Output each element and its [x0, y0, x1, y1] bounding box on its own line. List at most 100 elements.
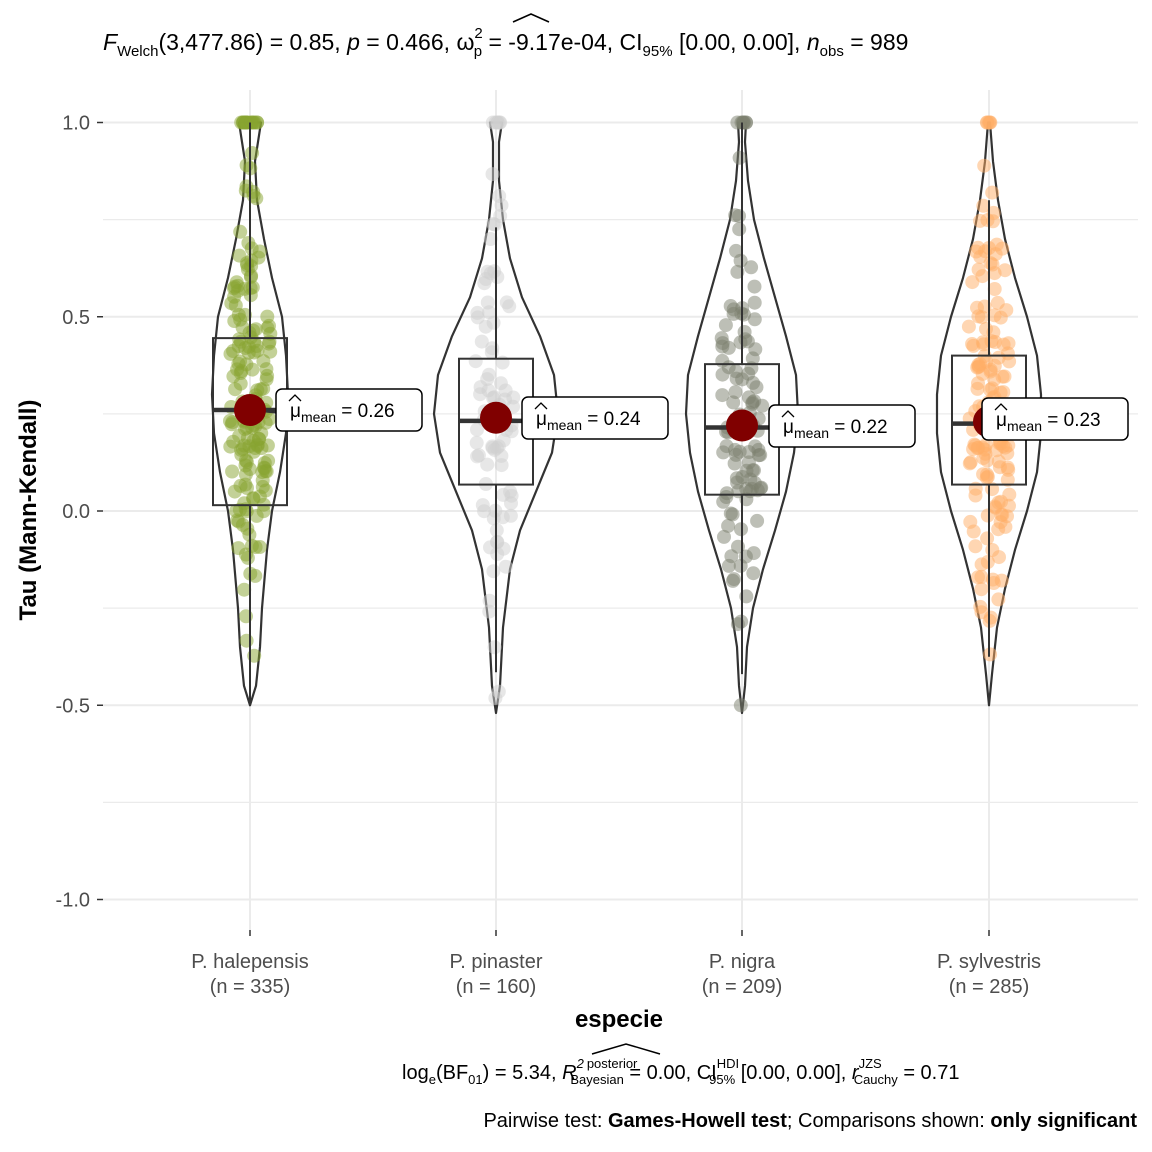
data-point: [475, 498, 490, 513]
mean-label-text: μmean = 0.26: [290, 401, 395, 425]
data-point: [227, 289, 242, 304]
data-point: [998, 263, 1012, 278]
data-point: [733, 253, 748, 268]
caption-bayes: loge(BF01) = 5.34, R2 posterior Bayesian =…: [402, 1043, 959, 1087]
data-point: [998, 440, 1013, 455]
x-tick-count: (n = 285): [949, 976, 1030, 998]
data-point: [245, 146, 260, 160]
data-point: [732, 150, 747, 165]
mean-label-text: μmean = 0.22: [783, 417, 888, 441]
data-point: [498, 559, 513, 574]
data-point: [974, 582, 989, 597]
data-point: [232, 248, 247, 263]
data-point: [983, 647, 998, 662]
hat-icon: [781, 410, 795, 418]
data-point: [477, 276, 492, 291]
data-point: [751, 448, 766, 463]
data-point: [999, 303, 1014, 318]
data-point: [733, 558, 748, 573]
data-point: [485, 440, 500, 455]
data-point: [971, 570, 985, 585]
hat-icon: [994, 403, 1008, 411]
data-point: [979, 322, 993, 336]
data-point: [235, 517, 250, 532]
data-point: [729, 447, 743, 462]
data-point: [968, 539, 983, 554]
data-point: [240, 481, 254, 495]
data-point: [490, 547, 505, 561]
data-point: [490, 535, 505, 549]
mean-label-box: [768, 404, 916, 448]
data-point: [248, 322, 263, 337]
data-point: [503, 508, 518, 523]
mean-label: μmean = 0.24: [521, 396, 669, 440]
data-point: [747, 279, 762, 294]
data-point: [252, 540, 267, 554]
data-point: [480, 295, 495, 310]
data-point: [728, 385, 743, 400]
data-point: [730, 115, 745, 130]
data-point: [750, 513, 765, 528]
x-axis: P. halepensis (n = 335) P. pinaster (n = 16…: [191, 930, 1041, 998]
data-point: [987, 282, 1002, 296]
data-point: [732, 222, 747, 237]
data-point: [482, 604, 497, 619]
data-point: [1002, 498, 1016, 513]
data-point: [486, 217, 501, 231]
x-tick-label: P. nigra: [709, 951, 776, 973]
data-point: [715, 388, 730, 403]
data-point: [502, 299, 517, 314]
hat-icon: [591, 1043, 661, 1055]
data-point: [991, 592, 1006, 607]
data-point: [721, 558, 736, 573]
data-point: [255, 479, 270, 494]
data-point: [991, 454, 1006, 469]
data-point: [725, 573, 740, 588]
data-point: [494, 198, 509, 213]
data-point: [498, 383, 513, 398]
data-point: [485, 167, 500, 182]
data-point: [721, 518, 736, 533]
data-point: [244, 253, 259, 268]
data-point: [1000, 472, 1015, 487]
caption-pairwise: Pairwise test: Games-Howell test; Compar…: [483, 1110, 1137, 1132]
x-tick-count: (n = 209): [702, 976, 783, 998]
data-point: [749, 380, 764, 395]
data-point: [262, 334, 277, 349]
data-point: [247, 345, 262, 360]
mean-point: [480, 401, 512, 434]
data-point: [975, 366, 990, 381]
data-point: [973, 599, 988, 614]
data-point: [1002, 354, 1017, 369]
data-point: [985, 257, 1000, 272]
data-point: [246, 491, 261, 506]
data-point: [233, 312, 248, 327]
x-tick-label: P. pinaster: [449, 951, 542, 973]
data-point: [225, 415, 240, 430]
subtitle-top: FWelch(3,477.86) = 0.85, p = 0.466, ω2 p …: [103, 13, 908, 60]
data-point: [986, 576, 1001, 590]
data-point: [977, 158, 992, 173]
data-point: [239, 158, 254, 173]
data-point: [223, 439, 238, 454]
data-point: [480, 457, 495, 472]
data-point: [723, 506, 738, 521]
y-tick-label: 0.0: [62, 501, 90, 523]
data-point: [747, 312, 762, 327]
data-point: [735, 470, 750, 484]
mean-label-text: μmean = 0.23: [996, 410, 1101, 434]
data-point: [233, 224, 248, 239]
hat-icon: [534, 402, 548, 410]
data-point: [718, 318, 733, 333]
x-tick-label: P. sylvestris: [937, 951, 1041, 973]
data-point: [470, 305, 485, 320]
y-tick-label: -0.5: [56, 695, 90, 717]
mean-label: μmean = 0.26: [275, 388, 423, 432]
data-point: [486, 564, 501, 579]
mean-label-box: [275, 388, 423, 432]
data-point: [976, 337, 991, 352]
data-point: [719, 490, 734, 504]
data-point: [980, 531, 995, 546]
y-tick-label: 1.0: [62, 113, 90, 135]
